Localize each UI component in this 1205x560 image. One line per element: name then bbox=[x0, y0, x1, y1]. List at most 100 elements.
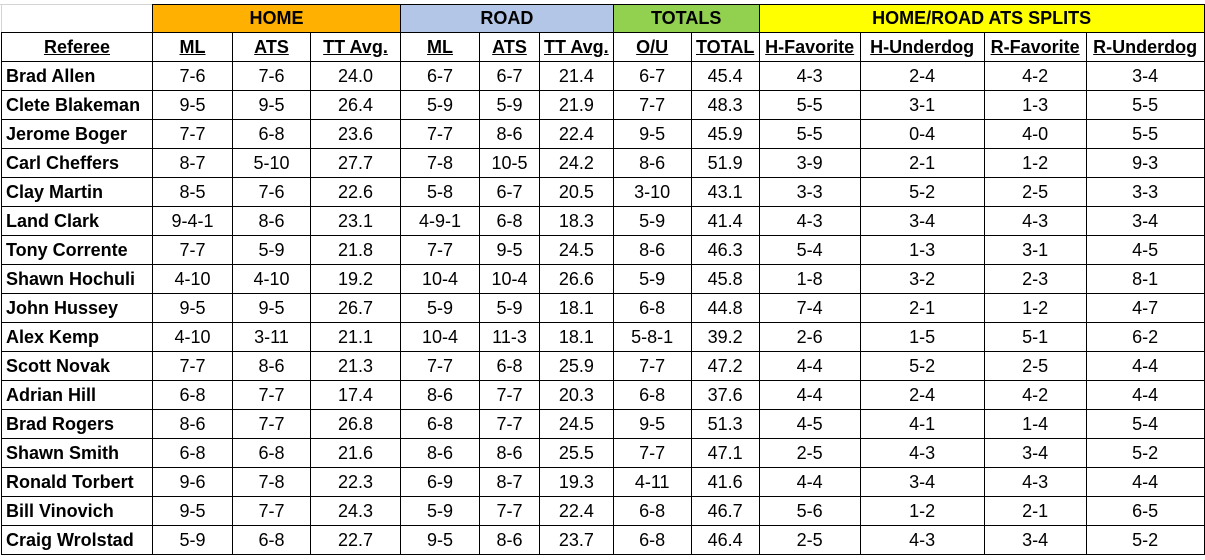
cell-road-ml[interactable]: 5-9 bbox=[400, 496, 480, 526]
cell-ou[interactable]: 6-7 bbox=[612, 61, 692, 91]
cell-home-ml[interactable]: 8-7 bbox=[152, 148, 233, 178]
cell-road-ml[interactable]: 5-9 bbox=[400, 90, 480, 120]
cell-ou[interactable]: 8-6 bbox=[612, 235, 692, 265]
referee-name-cell[interactable]: Jerome Boger bbox=[1, 119, 153, 149]
cell-home-ats[interactable]: 6-8 bbox=[232, 119, 311, 149]
cell-home-tt-avg[interactable]: 21.6 bbox=[310, 438, 401, 468]
cell-r-favorite[interactable]: 1-4 bbox=[983, 409, 1087, 439]
cell-r-favorite[interactable]: 3-1 bbox=[983, 235, 1087, 265]
cell-home-tt-avg[interactable]: 21.8 bbox=[310, 235, 401, 265]
cell-ou[interactable]: 6-8 bbox=[612, 525, 692, 555]
cell-h-underdog[interactable]: 1-5 bbox=[859, 322, 985, 352]
cell-home-tt-avg[interactable]: 26.4 bbox=[310, 90, 401, 120]
cell-r-favorite[interactable]: 4-3 bbox=[983, 467, 1087, 497]
cell-home-tt-avg[interactable]: 22.3 bbox=[310, 467, 401, 497]
cell-home-ats[interactable]: 8-6 bbox=[232, 206, 311, 236]
cell-road-ats[interactable]: 5-9 bbox=[479, 90, 540, 120]
cell-h-favorite[interactable]: 3-9 bbox=[758, 148, 861, 178]
cell-road-ml[interactable]: 5-9 bbox=[400, 293, 480, 323]
column-header-home-tt-avg[interactable]: TT Avg. bbox=[310, 32, 401, 62]
cell-road-tt-avg[interactable]: 18.1 bbox=[539, 322, 614, 352]
column-header-ou[interactable]: O/U bbox=[612, 32, 692, 62]
cell-road-ml[interactable]: 7-7 bbox=[400, 119, 480, 149]
cell-r-favorite[interactable]: 2-5 bbox=[983, 351, 1087, 381]
cell-road-ml[interactable]: 8-6 bbox=[400, 438, 480, 468]
cell-road-tt-avg[interactable]: 19.3 bbox=[539, 467, 614, 497]
cell-r-underdog[interactable]: 4-7 bbox=[1085, 293, 1205, 323]
cell-h-underdog[interactable]: 5-2 bbox=[859, 177, 985, 207]
cell-home-ats[interactable]: 9-5 bbox=[232, 293, 311, 323]
cell-road-tt-avg[interactable]: 22.4 bbox=[539, 119, 614, 149]
cell-total[interactable]: 43.1 bbox=[690, 177, 760, 207]
cell-h-favorite[interactable]: 1-8 bbox=[758, 264, 861, 294]
cell-home-tt-avg[interactable]: 26.8 bbox=[310, 409, 401, 439]
cell-h-favorite[interactable]: 2-5 bbox=[758, 438, 861, 468]
cell-h-favorite[interactable]: 2-5 bbox=[758, 525, 861, 555]
cell-r-favorite[interactable]: 3-4 bbox=[983, 438, 1087, 468]
cell-total[interactable]: 47.2 bbox=[690, 351, 760, 381]
cell-ou[interactable]: 6-8 bbox=[612, 380, 692, 410]
cell-h-underdog[interactable]: 2-1 bbox=[859, 148, 985, 178]
cell-total[interactable]: 48.3 bbox=[690, 90, 760, 120]
column-header-referee[interactable]: Referee bbox=[1, 32, 153, 62]
referee-name-cell[interactable]: John Hussey bbox=[1, 293, 153, 323]
cell-h-favorite[interactable]: 4-5 bbox=[758, 409, 861, 439]
cell-r-favorite[interactable]: 2-3 bbox=[983, 264, 1087, 294]
road-group-header[interactable]: ROAD bbox=[400, 4, 614, 33]
cell-h-underdog[interactable]: 4-3 bbox=[859, 525, 985, 555]
cell-r-favorite[interactable]: 4-2 bbox=[983, 61, 1087, 91]
cell-road-ats[interactable]: 8-6 bbox=[479, 119, 540, 149]
splits-group-header[interactable]: HOME/ROAD ATS SPLITS bbox=[758, 4, 1205, 33]
cell-home-ml[interactable]: 9-5 bbox=[152, 496, 233, 526]
cell-h-underdog[interactable]: 1-3 bbox=[859, 235, 985, 265]
cell-home-ml[interactable]: 4-10 bbox=[152, 322, 233, 352]
cell-road-tt-avg[interactable]: 26.6 bbox=[539, 264, 614, 294]
cell-r-underdog[interactable]: 5-5 bbox=[1085, 119, 1205, 149]
cell-total[interactable]: 46.7 bbox=[690, 496, 760, 526]
cell-road-ml[interactable]: 6-7 bbox=[400, 61, 480, 91]
cell-home-ml[interactable]: 7-6 bbox=[152, 61, 233, 91]
cell-home-ml[interactable]: 8-5 bbox=[152, 177, 233, 207]
cell-h-favorite[interactable]: 4-4 bbox=[758, 351, 861, 381]
cell-road-ml[interactable]: 9-5 bbox=[400, 525, 480, 555]
cell-road-tt-avg[interactable]: 20.3 bbox=[539, 380, 614, 410]
cell-ou[interactable]: 6-8 bbox=[612, 496, 692, 526]
cell-home-ml[interactable]: 8-6 bbox=[152, 409, 233, 439]
cell-home-ml[interactable]: 7-7 bbox=[152, 119, 233, 149]
cell-r-underdog[interactable]: 3-3 bbox=[1085, 177, 1205, 207]
cell-h-underdog[interactable]: 3-2 bbox=[859, 264, 985, 294]
cell-total[interactable]: 41.6 bbox=[690, 467, 760, 497]
referee-name-cell[interactable]: Alex Kemp bbox=[1, 322, 153, 352]
cell-road-ats[interactable]: 8-6 bbox=[479, 525, 540, 555]
cell-home-tt-avg[interactable]: 24.3 bbox=[310, 496, 401, 526]
referee-name-cell[interactable]: Brad Rogers bbox=[1, 409, 153, 439]
cell-road-ml[interactable]: 5-8 bbox=[400, 177, 480, 207]
cell-r-favorite[interactable]: 1-3 bbox=[983, 90, 1087, 120]
cell-road-ml[interactable]: 6-9 bbox=[400, 467, 480, 497]
cell-h-favorite[interactable]: 4-3 bbox=[758, 206, 861, 236]
cell-r-underdog[interactable]: 9-3 bbox=[1085, 148, 1205, 178]
cell-road-ats[interactable]: 11-3 bbox=[479, 322, 540, 352]
cell-ou[interactable]: 5-8-1 bbox=[612, 322, 692, 352]
cell-home-ml[interactable]: 5-9 bbox=[152, 525, 233, 555]
cell-total[interactable]: 45.9 bbox=[690, 119, 760, 149]
cell-h-favorite[interactable]: 4-3 bbox=[758, 61, 861, 91]
cell-r-underdog[interactable]: 8-1 bbox=[1085, 264, 1205, 294]
cell-home-ats[interactable]: 7-7 bbox=[232, 496, 311, 526]
cell-home-tt-avg[interactable]: 22.7 bbox=[310, 525, 401, 555]
cell-total[interactable]: 47.1 bbox=[690, 438, 760, 468]
cell-home-ml[interactable]: 9-4-1 bbox=[152, 206, 233, 236]
column-header-road-ml[interactable]: ML bbox=[400, 32, 480, 62]
cell-r-favorite[interactable]: 4-2 bbox=[983, 380, 1087, 410]
cell-road-ml[interactable]: 7-7 bbox=[400, 235, 480, 265]
cell-h-favorite[interactable]: 5-6 bbox=[758, 496, 861, 526]
cell-home-ml[interactable]: 7-7 bbox=[152, 235, 233, 265]
cell-home-tt-avg[interactable]: 24.0 bbox=[310, 61, 401, 91]
referee-name-cell[interactable]: Shawn Hochuli bbox=[1, 264, 153, 294]
referee-name-cell[interactable]: Carl Cheffers bbox=[1, 148, 153, 178]
cell-road-ml[interactable]: 7-7 bbox=[400, 351, 480, 381]
cell-road-tt-avg[interactable]: 24.5 bbox=[539, 235, 614, 265]
cell-h-underdog[interactable]: 4-1 bbox=[859, 409, 985, 439]
referee-name-cell[interactable]: Brad Allen bbox=[1, 61, 153, 91]
referee-name-cell[interactable]: Adrian Hill bbox=[1, 380, 153, 410]
